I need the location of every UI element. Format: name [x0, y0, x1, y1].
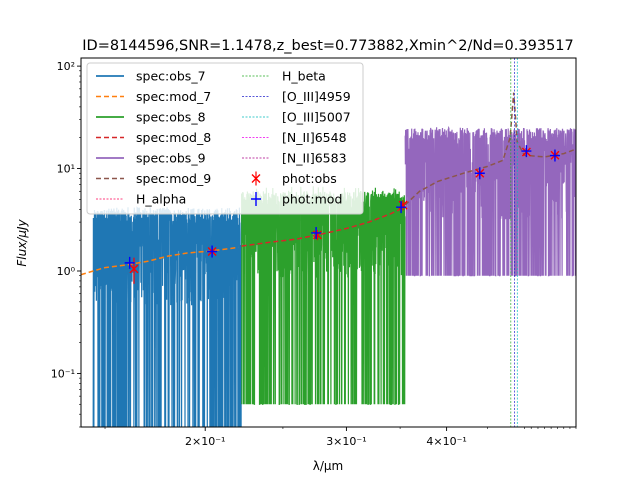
- tick-label: 10²: [57, 60, 75, 73]
- legend-entry: phot:obs: [251, 171, 337, 186]
- legend-label: spec:obs_7: [136, 69, 206, 84]
- phot-obs-point: [129, 257, 139, 284]
- chart-title: ID=8144596,SNR=1.1478,z_best=0.773882,Xm…: [82, 38, 574, 54]
- model-spec-mod-8: [241, 206, 406, 247]
- legend-label: phot:obs: [282, 171, 337, 186]
- legend-entry: spec:obs_8: [96, 110, 206, 125]
- phot-mod-point: [521, 145, 532, 158]
- y-axis: 10⁻¹ 10⁰ 10¹ 10²: [51, 60, 81, 428]
- legend-box: [86, 62, 364, 215]
- legend: spec:obs_7 spec:mod_7 spec:obs_8 spec:mod_8…: [86, 62, 364, 215]
- spectrum-spec-obs-9: [404, 125, 576, 277]
- spectrum-spec-obs-7: [92, 206, 243, 427]
- legend-entry: spec:mod_8: [96, 130, 211, 145]
- legend-entry: [N_II]6583: [242, 151, 347, 166]
- photometry-layer: [124, 145, 560, 284]
- tick-label: 2×10⁻¹: [185, 435, 225, 448]
- legend-entry: spec:obs_9: [96, 151, 206, 166]
- phot-mod-point: [396, 201, 407, 214]
- phot-mod-point: [549, 149, 560, 162]
- legend-label: spec:mod_9: [136, 171, 211, 186]
- phot-mod-point: [311, 226, 322, 239]
- legend-label: [N_II]6548: [282, 130, 347, 145]
- legend-label: spec:mod_7: [136, 89, 211, 104]
- legend-entry: phot:mod: [251, 192, 342, 207]
- legend-label: [O_III]5007: [282, 110, 351, 125]
- legend-entry: H_beta: [242, 69, 326, 84]
- tick-label: 3×10⁻¹: [326, 435, 366, 448]
- tick-label: 10⁻¹: [51, 367, 75, 380]
- phot-mod-point: [124, 256, 135, 269]
- legend-entry: [O_III]4959: [242, 89, 351, 104]
- tick-label: 4×10⁻¹: [426, 435, 466, 448]
- tick-label: 10¹: [57, 163, 75, 176]
- model-lines-layer: [81, 92, 576, 276]
- legend-entry: H_alpha: [96, 192, 186, 207]
- legend-label: H_alpha: [136, 192, 186, 207]
- phot-mod-point: [207, 245, 218, 258]
- emission-lines-layer: [510, 58, 518, 427]
- legend-entry: [N_II]6548: [242, 130, 347, 145]
- legend-label: H_beta: [282, 69, 326, 84]
- model-spec-mod-9: [404, 92, 576, 206]
- legend-label: [N_II]6583: [282, 151, 347, 166]
- y-axis-label: Flux/μJy: [15, 218, 29, 266]
- plot-frame: [80, 57, 577, 428]
- legend-entry: spec:mod_9: [96, 171, 211, 186]
- tick-label: 10⁰: [57, 265, 76, 278]
- x-axis: 2×10⁻¹ 3×10⁻¹ 4×10⁻¹: [104, 427, 577, 448]
- legend-label: spec:obs_9: [136, 151, 206, 166]
- phot-mod-point: [474, 167, 485, 180]
- legend-label: phot:mod: [282, 192, 342, 207]
- legend-label: spec:obs_8: [136, 110, 206, 125]
- legend-entry: [O_III]5007: [242, 110, 351, 125]
- spectrum-spec-obs-8: [241, 186, 406, 405]
- legend-label: spec:mod_8: [136, 130, 211, 145]
- phot-obs-point: [312, 230, 322, 241]
- legend-entry: spec:obs_7: [96, 69, 206, 84]
- legend-entry: spec:mod_7: [96, 89, 211, 104]
- x-axis-label: λ/μm: [313, 459, 343, 473]
- legend-label: [O_III]4959: [282, 89, 351, 104]
- model-spec-mod-7: [81, 246, 239, 276]
- plot-area: [81, 58, 576, 427]
